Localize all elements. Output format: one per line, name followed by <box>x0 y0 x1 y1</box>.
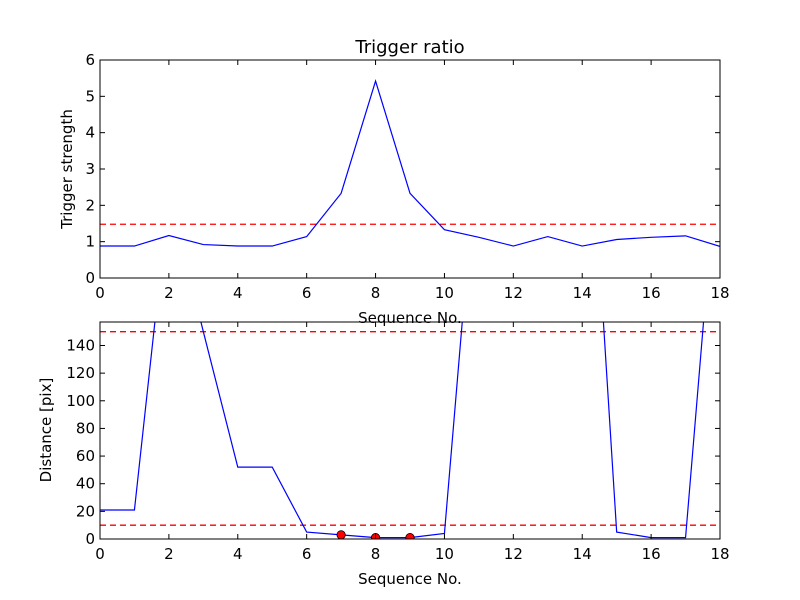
bottom-x-tick-label: 10 <box>435 545 454 563</box>
top-x-tick-label: 0 <box>95 284 105 302</box>
top-x-tick-label: 18 <box>710 284 729 302</box>
top-y-tick-label: 6 <box>85 51 95 69</box>
bottom-axes-frame <box>99 321 721 540</box>
bottom-y-tick-label: 140 <box>66 336 95 354</box>
top-x-tick-label: 6 <box>302 284 312 302</box>
bottom-y-axis-label: Distance [pix] <box>37 378 55 483</box>
top-y-tick-label: 0 <box>85 269 95 287</box>
top-x-tick-label: 4 <box>233 284 243 302</box>
bottom-y-tick-label: 60 <box>76 447 95 465</box>
top-x-tick-label: 16 <box>642 284 661 302</box>
top-y-tick-label: 3 <box>85 160 95 178</box>
bottom-y-tick-label: 0 <box>85 530 95 548</box>
top-y-tick-label: 1 <box>85 233 95 251</box>
top-x-tick-label: 12 <box>504 284 523 302</box>
bottom-x-tick-label: 4 <box>233 545 243 563</box>
bottom-y-tick-label: 20 <box>76 502 95 520</box>
bottom-y-tick-label: 80 <box>76 419 95 437</box>
bottom-x-axis-label: Sequence No. <box>358 570 462 588</box>
bottom-x-tick-label: 18 <box>710 545 729 563</box>
bottom-x-tick-label: 2 <box>164 545 174 563</box>
bottom-x-tick-label: 14 <box>573 545 592 563</box>
bottom-x-tick-label: 8 <box>371 545 381 563</box>
top-x-axis-label: Sequence No. <box>358 309 462 327</box>
bottom-subplot: 0 2 4 6 8 10 12 14 16 18 0 20 40 60 80 100 120 140 Sequen… <box>37 321 730 588</box>
bottom-y-tick-label: 100 <box>66 392 95 410</box>
bottom-series-line-0 <box>100 322 705 539</box>
bottom-marker-0 <box>336 530 346 539</box>
top-x-tick-label: 8 <box>371 284 381 302</box>
top-x-tick-label: 2 <box>164 284 174 302</box>
bottom-x-tick-label: 16 <box>642 545 661 563</box>
top-chart-title: Trigger ratio <box>354 37 464 58</box>
bottom-x-tick-label: 6 <box>302 545 312 563</box>
top-y-tick-label: 5 <box>85 87 95 105</box>
bottom-x-tick-label: 0 <box>95 545 105 563</box>
top-axes-frame <box>99 59 721 279</box>
top-x-tick-label: 14 <box>573 284 592 302</box>
bottom-marker-2 <box>405 533 415 539</box>
top-series-line-0 <box>100 79 720 247</box>
bottom-y-tick-label: 120 <box>66 364 95 382</box>
top-x-tick-label: 10 <box>435 284 454 302</box>
top-y-tick-label: 2 <box>85 196 95 214</box>
top-y-tick-label: 4 <box>85 124 95 142</box>
bottom-y-tick-label: 40 <box>76 475 95 493</box>
bottom-x-tick-label: 12 <box>504 545 523 563</box>
top-y-axis-label: Trigger strength <box>58 109 76 230</box>
